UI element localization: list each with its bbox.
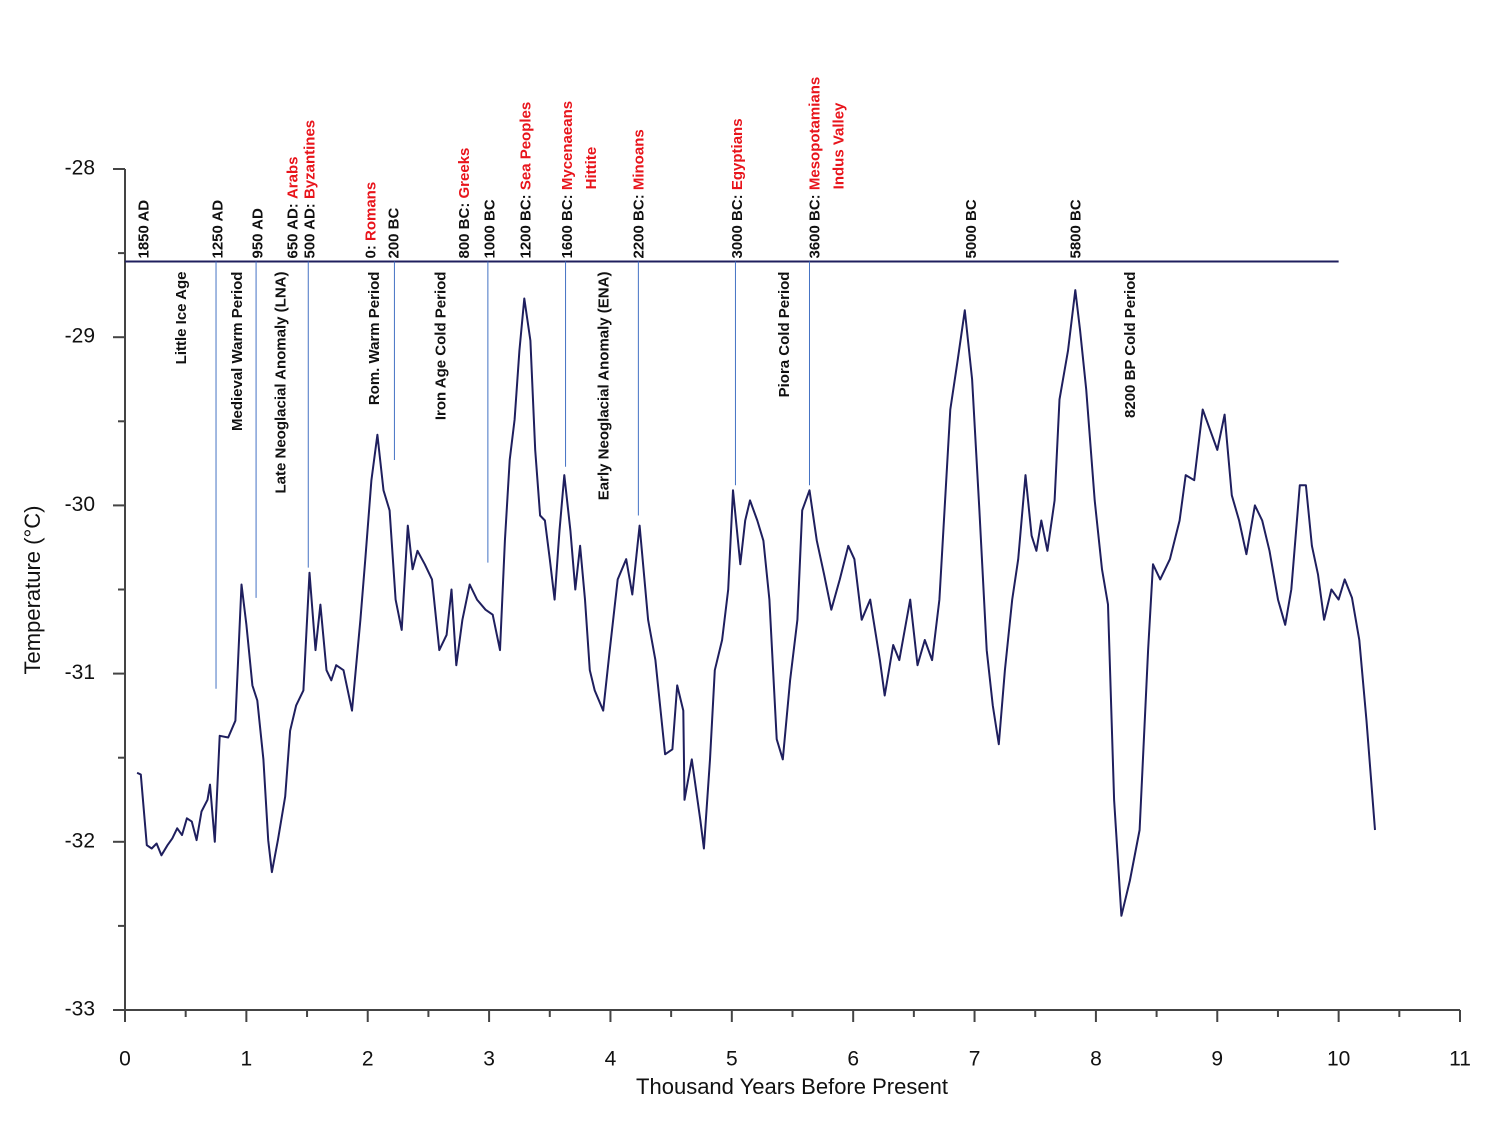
x-tick-label: 2	[362, 1048, 374, 1071]
date-label: 3600 BC: Mesopotamians	[807, 77, 824, 259]
x-tick-label: 9	[1211, 1048, 1223, 1071]
date-text: 2200 BC:	[631, 194, 648, 258]
period-label: Late Neoglacial Anomaly (LNA)	[273, 272, 290, 494]
date-text: 950 AD	[249, 208, 266, 258]
x-tick-label: 6	[847, 1048, 859, 1071]
period-label: Iron Age Cold Period	[433, 272, 450, 421]
people-name: Byzantines	[302, 120, 319, 199]
date-label: 200 BC	[385, 207, 402, 258]
date-text: 5000 BC	[963, 199, 980, 258]
x-tick-label: 8	[1090, 1048, 1102, 1071]
people-name: Sea Peoples	[518, 102, 535, 190]
people-name: Mycenaeans	[559, 101, 576, 190]
date-label: 1250 AD	[209, 200, 226, 259]
people-name: Romans	[362, 182, 379, 241]
y-tick-label: -29	[65, 325, 95, 348]
date-label: 650 AD: Arabs	[285, 156, 302, 258]
temperature-line	[136, 289, 1376, 917]
date-text: 1200 BC:	[518, 194, 535, 258]
people-name: Arabs	[285, 156, 302, 199]
y-tick-label: -32	[65, 829, 95, 852]
x-tick-label: 7	[969, 1048, 981, 1071]
x-tick-label: 11	[1449, 1048, 1471, 1071]
date-text: 800 BC:	[456, 203, 473, 259]
y-axis-title: Temperature (°C)	[20, 506, 45, 675]
people-name: Greeks	[456, 148, 473, 199]
date-label: 800 BC: Greeks	[456, 148, 473, 259]
date-label: 2200 BC: Minoans	[631, 129, 648, 258]
people-name: Egyptians	[729, 118, 746, 190]
people-name: Minoans	[631, 129, 648, 190]
people-name: Indus Valley	[831, 102, 848, 189]
x-tick-label: 5	[726, 1048, 738, 1071]
x-tick-label: 10	[1327, 1048, 1350, 1071]
x-axis-title: Thousand Years Before Present	[636, 1074, 948, 1099]
date-label: 1600 BC: Mycenaeans	[559, 101, 576, 259]
date-label: 1850 AD	[135, 200, 152, 259]
date-text: 3600 BC:	[807, 194, 824, 258]
period-label: Medieval Warm Period	[229, 272, 246, 432]
date-text: 1000 BC	[481, 199, 498, 258]
date-label: 0: Romans	[362, 182, 379, 259]
date-label: 5800 BC	[1067, 199, 1084, 258]
people-name: Hittite	[583, 147, 600, 190]
date-label: 3000 BC: Egyptians	[729, 118, 746, 258]
people-name: Mesopotamians	[807, 77, 824, 190]
period-label: Early Neoglacial Anomaly (ENA)	[595, 272, 612, 501]
date-label: 5000 BC	[963, 199, 980, 258]
date-text: 3000 BC:	[729, 194, 746, 258]
date-text: 5800 BC	[1067, 199, 1084, 258]
x-tick-label: 0	[119, 1048, 131, 1071]
date-text: 500 AD:	[302, 203, 319, 258]
x-tick-label: 1	[241, 1048, 253, 1071]
x-tick-label: 4	[605, 1048, 617, 1071]
date-label: 950 AD	[249, 208, 266, 258]
date-text: 1600 BC:	[559, 194, 576, 258]
date-label: 500 AD: Byzantines	[302, 120, 319, 259]
y-tick-label: -31	[65, 661, 95, 684]
date-text: 1850 AD	[135, 200, 152, 259]
y-tick-label: -28	[65, 157, 95, 180]
x-tick-label: 3	[483, 1048, 495, 1071]
period-label: Piora Cold Period	[776, 272, 793, 398]
y-tick-label: -30	[65, 493, 95, 516]
date-label: 1200 BC: Sea Peoples	[518, 102, 535, 259]
period-label: 8200 BP Cold Period	[1122, 272, 1139, 418]
date-text: 200 BC	[385, 207, 402, 258]
period-label: Rom. Warm Period	[366, 272, 383, 406]
date-label: 1000 BC	[481, 199, 498, 258]
date-text: 1250 AD	[209, 200, 226, 259]
date-text: 650 AD:	[285, 203, 302, 258]
y-tick-label: -33	[65, 998, 95, 1021]
period-label: Little Ice Age	[173, 272, 190, 365]
date-text: 0:	[362, 245, 379, 258]
